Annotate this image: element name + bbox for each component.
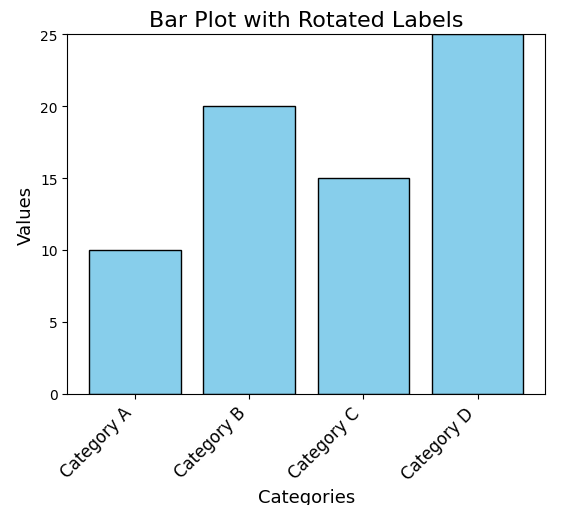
Bar xyxy=(318,179,409,394)
Bar xyxy=(203,107,295,394)
X-axis label: Categories: Categories xyxy=(257,488,355,505)
Title: Bar Plot with Rotated Labels: Bar Plot with Rotated Labels xyxy=(149,11,464,31)
Y-axis label: Values: Values xyxy=(16,185,34,244)
Bar xyxy=(432,35,523,394)
Bar xyxy=(89,250,180,394)
